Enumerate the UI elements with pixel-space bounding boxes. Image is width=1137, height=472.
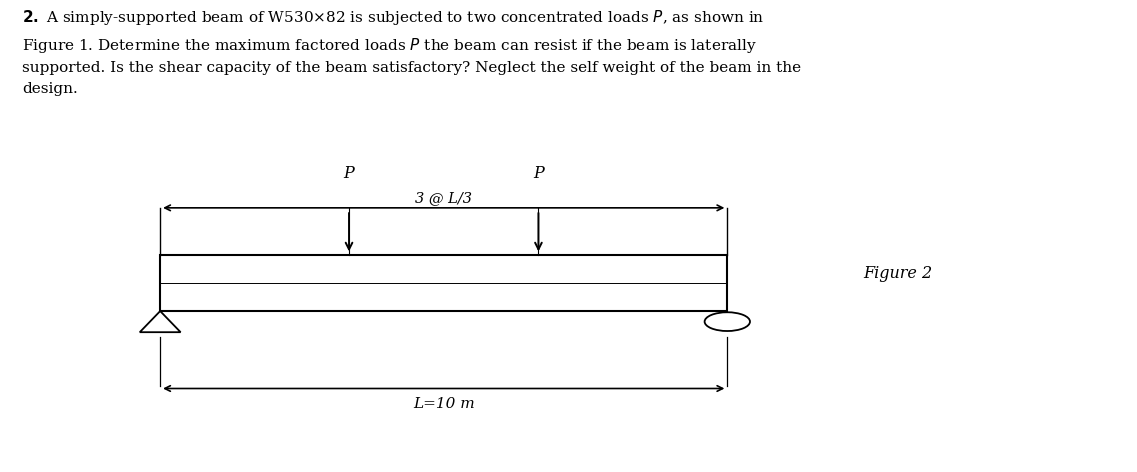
Text: $\mathbf{2.}$ A simply-supported beam of W530×82 is subjected to two concentrate: $\mathbf{2.}$ A simply-supported beam of… bbox=[22, 8, 800, 96]
Text: Figure 2: Figure 2 bbox=[863, 265, 932, 282]
Bar bbox=[160, 255, 728, 311]
Text: P: P bbox=[343, 165, 355, 182]
Text: 3 @ L/3: 3 @ L/3 bbox=[415, 192, 472, 205]
Text: L=10 m: L=10 m bbox=[413, 397, 474, 411]
Text: P: P bbox=[533, 165, 543, 182]
